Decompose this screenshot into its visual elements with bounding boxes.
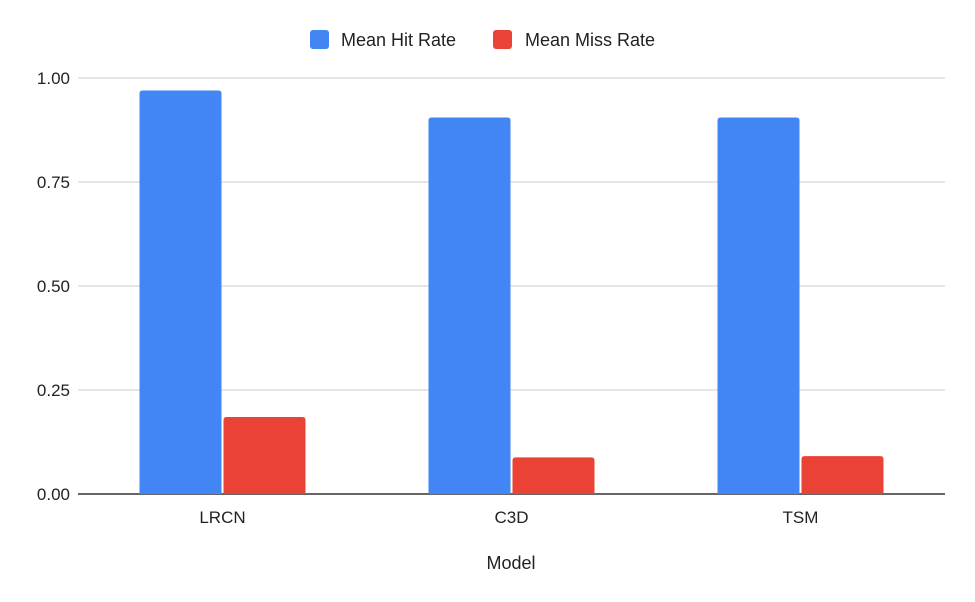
legend-label-hit: Mean Hit Rate <box>341 30 456 50</box>
legend-swatch-miss <box>493 30 512 49</box>
bars <box>140 90 884 494</box>
legend-swatch-hit <box>310 30 329 49</box>
y-tick-label: 0.75 <box>37 173 70 192</box>
bar-miss-tsm <box>802 456 884 494</box>
y-tick-label: 0.50 <box>37 277 70 296</box>
x-axis-title: Model <box>486 553 535 573</box>
bar-hit-lrcn <box>140 90 222 494</box>
bar-miss-lrcn <box>224 417 306 494</box>
y-tick-label: 0.25 <box>37 381 70 400</box>
x-tick-label: TSM <box>783 508 819 527</box>
legend: Mean Hit Rate Mean Miss Rate <box>310 30 655 50</box>
x-tick-label: LRCN <box>199 508 245 527</box>
legend-label-miss: Mean Miss Rate <box>525 30 655 50</box>
bar-hit-c3d <box>429 118 511 494</box>
y-axis-ticks: 0.00 0.25 0.50 0.75 1.00 <box>37 69 70 504</box>
x-axis-ticks: LRCN C3D TSM <box>199 508 818 527</box>
y-tick-label: 1.00 <box>37 69 70 88</box>
x-tick-label: C3D <box>494 508 528 527</box>
y-tick-label: 0.00 <box>37 485 70 504</box>
bar-hit-tsm <box>718 118 800 494</box>
bar-miss-c3d <box>513 457 595 494</box>
